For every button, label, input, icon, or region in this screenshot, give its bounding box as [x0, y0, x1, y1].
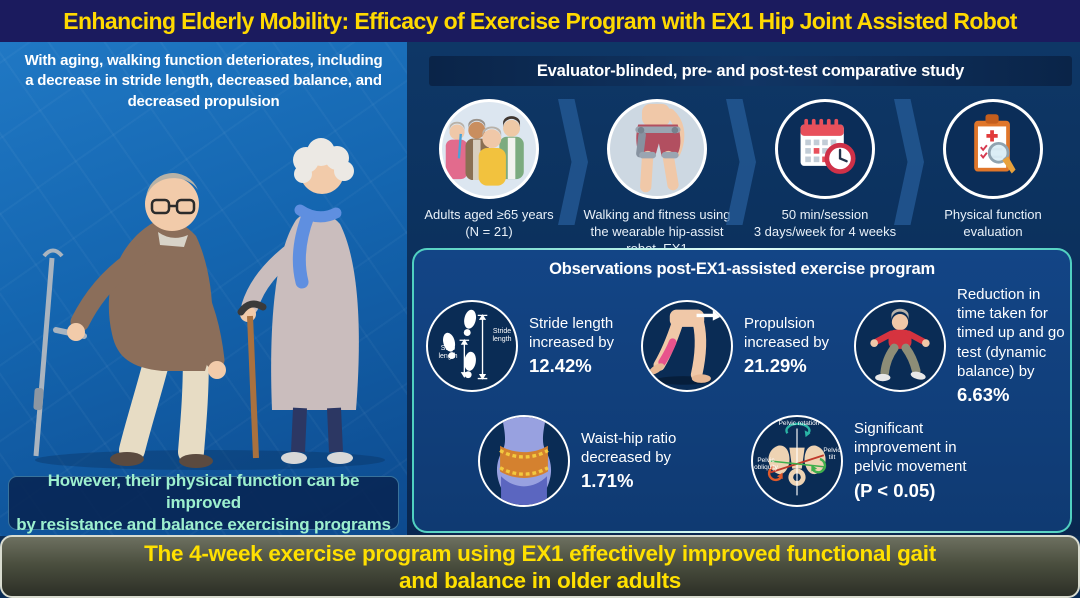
stride-length-label: Stride length — [492, 327, 512, 343]
flow-step-schedule: 50 min/session 3 days/week for 4 weeks — [749, 99, 901, 241]
flow-step-participants: Adults aged ≥65 years (N = 21) — [413, 99, 565, 241]
solution-box: However, their physical function can be … — [8, 471, 399, 534]
conclusion-text: The 4-week exercise program using EX1 ef… — [144, 540, 936, 593]
wearable-hip-assist-robot-icon — [607, 99, 707, 199]
observations-row-2: Waist-hip ratio decreased by 1.71% — [414, 414, 1070, 507]
pelvic-tilt-label: Pelvic tilt — [823, 446, 841, 462]
pelvis-movement-icon: Pelvic rotation Pelvic obliquity Pelvic … — [751, 414, 843, 507]
observation-propulsion: Propulsion increased by 21.29% — [641, 285, 854, 407]
problem-panel: With aging, walking function deteriorate… — [0, 42, 407, 536]
elderly-couple-svg — [33, 138, 385, 470]
pelvic-rotation-label: Pelvic rotation — [778, 419, 820, 427]
waist-hip-tape-icon — [478, 414, 570, 507]
observation-pelvic-movement: Pelvic rotation Pelvic obliquity Pelvic … — [751, 414, 1006, 507]
flow-caption: Adults aged ≥65 years (N = 21) — [424, 207, 554, 239]
flow-caption: Physical function evaluation — [944, 207, 1042, 239]
observation-text: Waist-hip ratio decreased by — [581, 429, 677, 466]
pelvic-obliquity-label: Pelvic obliquity — [754, 456, 778, 472]
legs-propulsion-icon — [641, 299, 733, 392]
chevron-right-icon — [565, 99, 581, 225]
step-length-label: Step length — [438, 344, 458, 360]
chevron-right-icon — [733, 99, 749, 225]
footprints-stride-icon: Step length Stride length — [426, 299, 518, 392]
main-title: Enhancing Elderly Mobility: Efficacy of … — [63, 7, 1017, 34]
flow-caption: 50 min/session 3 days/week for 4 weeks — [753, 207, 897, 239]
observation-text: Stride length increased by — [529, 314, 615, 351]
study-flow: Adults aged ≥65 years (N = 21) — [407, 99, 1080, 258]
observation-value: 6.63% — [957, 383, 1010, 405]
problem-statement: With aging, walking function deteriorate… — [24, 52, 383, 110]
flow-step-evaluation: Physical function evaluation — [917, 99, 1069, 241]
solution-statement: However, their physical function can be … — [16, 470, 391, 535]
observation-timed-up-and-go: Reduction in time taken for timed up and… — [854, 285, 1070, 407]
observation-value: 12.42% — [529, 355, 592, 377]
flow-step-intervention: Walking and fitness using the wearable h… — [581, 99, 733, 258]
observation-text: Propulsion increased by — [744, 314, 830, 351]
observation-text: Reduction in time taken for timed up and… — [957, 286, 1065, 380]
observation-text: Significant improvement in pelvic moveme… — [854, 419, 967, 476]
elderly-couple-illustration — [0, 108, 407, 472]
observation-value: 21.29% — [744, 355, 807, 377]
title-bar: Enhancing Elderly Mobility: Efficacy of … — [0, 0, 1080, 42]
balance-person-icon — [854, 299, 946, 392]
study-design-header: Evaluator-blinded, pre- and post-test co… — [429, 56, 1072, 86]
calendar-clock-icon — [775, 99, 875, 199]
observations-panel: Observations post-EX1-assisted exercise … — [412, 248, 1072, 533]
study-section: Evaluator-blinded, pre- and post-test co… — [407, 42, 1080, 536]
clipboard-evaluation-icon — [943, 99, 1043, 199]
chevron-right-icon — [901, 99, 917, 225]
observation-value: (P < 0.05) — [854, 479, 936, 501]
observation-stride-length: Step length Stride length Stride length … — [426, 285, 641, 407]
observation-waist-hip-ratio: Waist-hip ratio decreased by 1.71% — [478, 414, 705, 507]
older-adults-group-icon — [439, 99, 539, 199]
observations-header: Observations post-EX1-assisted exercise … — [549, 260, 935, 278]
observation-value: 1.71% — [581, 469, 634, 491]
conclusion-banner: The 4-week exercise program using EX1 ef… — [0, 535, 1080, 598]
observations-row-1: Step length Stride length Stride length … — [414, 285, 1070, 407]
